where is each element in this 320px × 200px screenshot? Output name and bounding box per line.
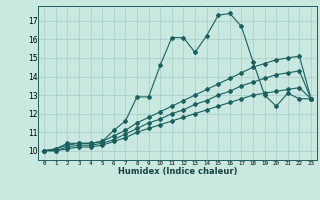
X-axis label: Humidex (Indice chaleur): Humidex (Indice chaleur) [118, 167, 237, 176]
